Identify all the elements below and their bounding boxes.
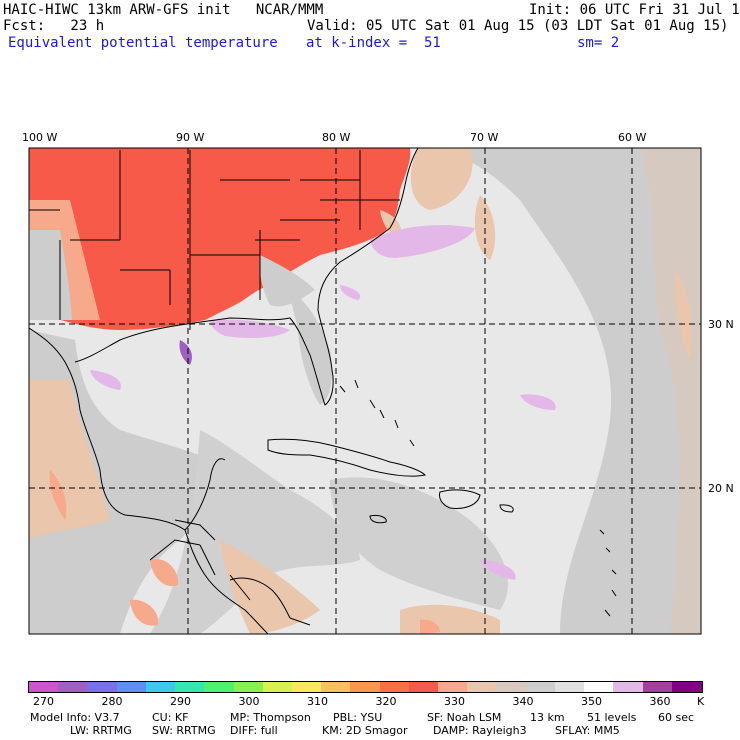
- colorbar-swatch: [642, 681, 673, 692]
- model-info-timestep: 60 sec: [658, 711, 695, 724]
- lat-label-30n: 30 N: [708, 318, 734, 331]
- model-info-sw: SW: RRTMG: [152, 724, 216, 737]
- colorbar-tick-label: 290: [170, 695, 191, 708]
- hot-theta-e-region: [29, 148, 411, 330]
- atlantic-gray-region: [440, 148, 701, 634]
- lon-label-90w: 90 W: [176, 131, 205, 144]
- colorbar-swatch: [233, 681, 264, 692]
- colorbar-swatch: [350, 681, 381, 692]
- colorbar-swatch: [291, 681, 322, 692]
- colorbar-tick-label: 360: [649, 695, 671, 708]
- run-title: HAIC-HIWC 13km ARW-GFS init NCAR/MMM: [3, 2, 324, 18]
- valid-time: Valid: 05 UTC Sat 01 Aug 15 (03 LDT Sat …: [307, 18, 729, 34]
- smoothing: sm= 2: [577, 35, 620, 51]
- model-info-sflay: SFLAY: MM5: [555, 724, 620, 737]
- colorbar-tick-label: 320: [375, 695, 397, 708]
- field-name: Equivalent potential temperature: [8, 35, 278, 51]
- colorbar-swatch: [671, 681, 702, 692]
- colorbar-swatch: [613, 681, 644, 692]
- lon-label-60w: 60 W: [618, 131, 647, 144]
- colorbar-swatch: [262, 681, 293, 692]
- model-info-mp: MP: Thompson: [230, 711, 311, 724]
- colorbar-swatch: [525, 681, 556, 692]
- colorbar-swatch: [467, 681, 498, 692]
- graticule: [29, 148, 701, 634]
- colorbar-swatch: [584, 681, 615, 692]
- model-info-diff: DIFF: full: [230, 724, 278, 737]
- florida-gray: [290, 290, 332, 405]
- colorbar-tick-label: 270: [33, 695, 54, 708]
- lon-label-80w: 80 W: [322, 131, 351, 144]
- colorbar-swatch: [379, 681, 410, 692]
- colorbar-swatch: [496, 681, 527, 692]
- lavender-patch: [370, 225, 475, 258]
- colorbar-tick-label: 280: [101, 695, 123, 708]
- colorbar-swatch: [321, 681, 352, 692]
- model-info-lw: LW: RRTMG: [70, 724, 132, 737]
- colorbar-swatch: [29, 681, 59, 692]
- colorbar-tick-label: 330: [444, 695, 465, 708]
- colorbar-frame: [28, 681, 703, 693]
- colorbar-swatch: [204, 681, 235, 692]
- init-time: Init: 06 UTC Fri 31 Jul 15: [529, 2, 740, 18]
- level-index: at k-index = 51: [306, 35, 441, 51]
- colorbar-unit: K: [697, 695, 705, 708]
- colorbar-tick-label: 350: [581, 695, 602, 708]
- lon-label-100w: 100 W: [22, 131, 58, 144]
- model-info-cu: CU: KF: [152, 711, 189, 724]
- model-info-pbl: PBL: YSU: [333, 711, 383, 724]
- lon-label-70w: 70 W: [470, 131, 499, 144]
- colorbar-swatch: [175, 681, 206, 692]
- colorbar-tick-label: 340: [512, 695, 534, 708]
- forecast-hour: Fcst: 23 h: [3, 18, 105, 34]
- colorbar-swatch: [438, 681, 469, 692]
- model-info-res: 13 km: [530, 711, 565, 724]
- map-frame: [28, 147, 702, 635]
- colorbar-tick-label: 310: [307, 695, 328, 708]
- colorbar-swatch: [87, 681, 118, 692]
- colorbar-swatch: [554, 681, 585, 692]
- model-info-version: Model Info: V3.7: [30, 711, 120, 724]
- model-info-damp: DAMP: Rayleigh3: [433, 724, 527, 737]
- colorbar-swatch: [408, 681, 439, 692]
- colorbar-tick-label: 300: [238, 695, 260, 708]
- coastlines: [29, 148, 617, 634]
- model-info-sf: SF: Noah LSM: [427, 711, 502, 724]
- colorbar-swatch: [145, 681, 176, 692]
- colorbar-swatch: [58, 681, 89, 692]
- model-info-levels: 51 levels: [587, 711, 637, 724]
- colorbar-swatch: [116, 681, 147, 692]
- lat-label-20n: 20 N: [708, 482, 734, 495]
- model-info-km: KM: 2D Smagor: [322, 724, 408, 737]
